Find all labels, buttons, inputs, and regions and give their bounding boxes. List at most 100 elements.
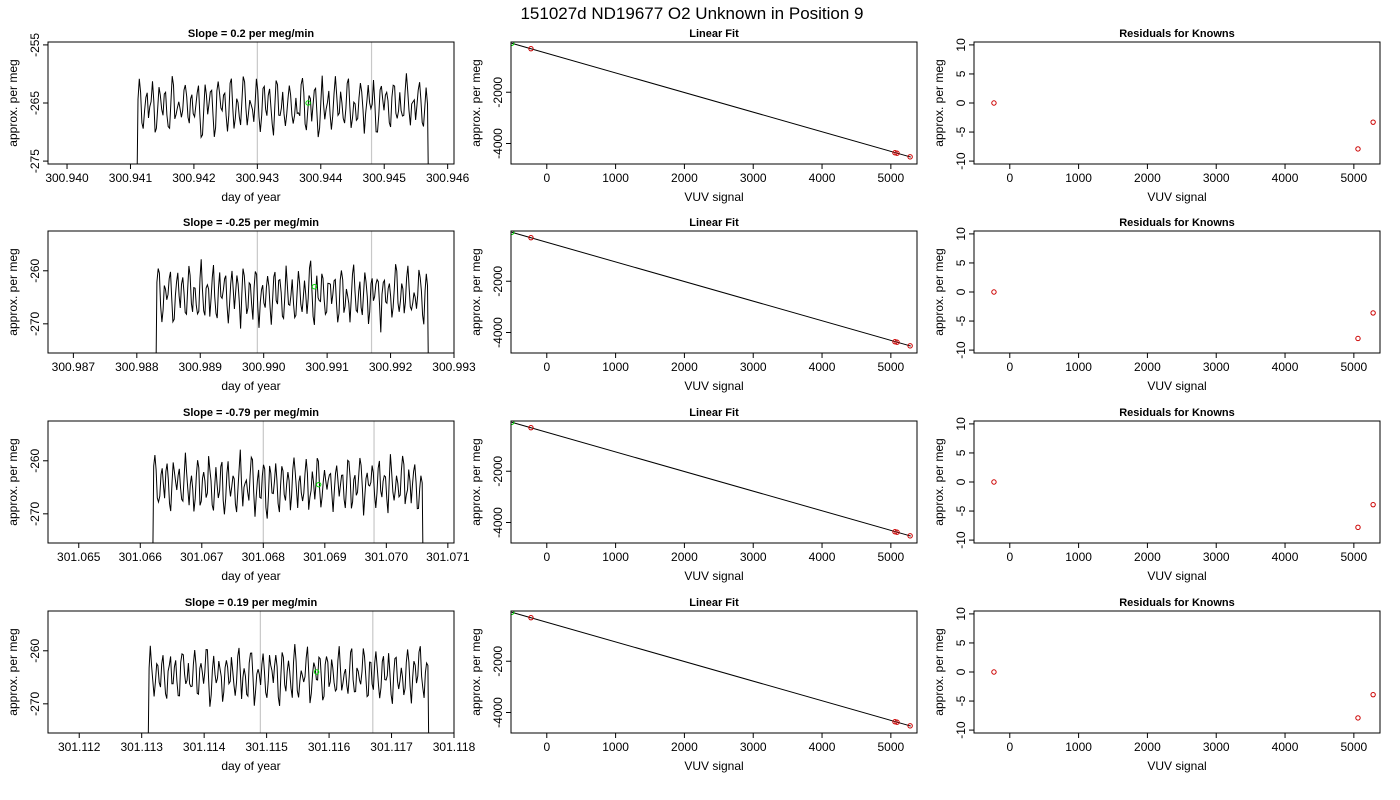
x-axis-label: VUV signal [1147, 759, 1206, 773]
y-tick-label: -2000 [491, 456, 505, 487]
y-axis-label: approx. per meg [932, 438, 946, 525]
y-tick-label: 0 [954, 668, 968, 675]
x-tick-label: 4000 [809, 171, 836, 185]
x-tick-label: 300.987 [52, 360, 96, 374]
x-tick-label: 4000 [809, 550, 836, 564]
x-tick-label: 300.946 [426, 171, 470, 185]
data-point [991, 100, 997, 106]
data-point [1370, 310, 1376, 316]
panel-3-1: 301.065 301.066 301.067 301.068 301.069 301.0… [6, 407, 470, 583]
highlight-point [315, 481, 322, 488]
x-tick-label: 2000 [671, 360, 698, 374]
data-point [894, 339, 900, 345]
fit-line [511, 421, 911, 537]
y-tick-label: 10 [954, 227, 968, 241]
x-tick-label: 5000 [1340, 171, 1367, 185]
plot-frame [973, 230, 1381, 354]
panel-4-1: 301.112 301.113 301.114 301.115 301.116 301.1… [6, 597, 476, 773]
data-point [1355, 715, 1361, 721]
x-tick-label: 301.071 [426, 550, 470, 564]
data-point [1370, 119, 1376, 125]
x-tick-label: 2000 [671, 740, 698, 754]
y-tick-label: -2000 [491, 77, 505, 108]
y-tick-label: -4000 [491, 697, 505, 728]
panel-title: Linear Fit [689, 597, 739, 609]
x-tick-label: 301.116 [308, 740, 351, 754]
x-tick-label: 0 [543, 360, 550, 374]
x-tick-label: 301.112 [58, 740, 101, 754]
x-tick-label: 1000 [1065, 550, 1092, 564]
panel-data [511, 421, 913, 539]
y-tick-label: 5 [954, 639, 968, 646]
data-point [907, 343, 913, 349]
x-tick-label: 301.117 [370, 740, 413, 754]
panel-title: Linear Fit [689, 28, 739, 40]
x-tick-label: 1000 [1065, 171, 1092, 185]
x-tick-label: 300.942 [172, 171, 216, 185]
y-axis-label: approx. per meg [469, 248, 483, 335]
y-tick-label: -260 [28, 258, 42, 282]
y-tick-label: -2000 [491, 266, 505, 297]
data-point [511, 611, 515, 615]
panel-data [511, 231, 913, 349]
x-tick-label: 300.989 [179, 360, 223, 374]
y-tick-label: 5 [954, 70, 968, 77]
y-axis-label: approx. per meg [6, 248, 20, 335]
panel-data [991, 479, 1376, 531]
x-axis-label: day of year [221, 759, 280, 773]
x-tick-label: 2000 [671, 171, 698, 185]
panel-data [152, 449, 424, 543]
panel-title: Slope = -0.79 per meg/min [183, 407, 319, 419]
plot-frame [510, 610, 918, 734]
plot-frame [510, 420, 918, 544]
highlight-point [305, 100, 311, 106]
x-axis-label: VUV signal [1147, 569, 1206, 583]
y-axis-label: approx. per meg [932, 59, 946, 146]
x-tick-label: 0 [1006, 171, 1013, 185]
y-axis-label: approx. per meg [469, 59, 483, 146]
x-tick-label: 3000 [740, 360, 767, 374]
panel-2-1: 300.987 300.988 300.989 300.990 300.991 300.9… [6, 217, 476, 393]
x-tick-label: 3000 [1203, 550, 1230, 564]
panel-data [991, 289, 1376, 342]
plot-frame [47, 230, 455, 354]
panel-title: Slope = 0.2 per meg/min [188, 28, 315, 40]
panel-data [136, 73, 429, 164]
x-tick-label: 0 [543, 740, 550, 754]
y-axis-label: approx. per meg [469, 438, 483, 525]
plot-frame [47, 610, 455, 734]
plot-frame [973, 610, 1381, 734]
x-tick-label: 0 [1006, 740, 1013, 754]
x-tick-label: 5000 [877, 360, 904, 374]
x-tick-label: 301.068 [242, 550, 286, 564]
x-tick-label: 3000 [1203, 171, 1230, 185]
x-tick-label: 3000 [740, 550, 767, 564]
x-tick-label: 301.065 [57, 550, 101, 564]
x-tick-label: 5000 [1340, 740, 1367, 754]
x-tick-label: 2000 [1134, 550, 1161, 564]
data-point [511, 421, 515, 425]
x-tick-label: 5000 [1340, 550, 1367, 564]
x-tick-label: 3000 [1203, 360, 1230, 374]
y-tick-label: -4000 [491, 507, 505, 538]
panel-2-2: 0 1000 2000 3000 4000 5000 -2000 -4000 Linear Fi… [469, 217, 918, 393]
y-tick-label: -270 [28, 311, 42, 335]
x-tick-label: 4000 [1272, 171, 1299, 185]
x-tick-label: 5000 [877, 550, 904, 564]
x-tick-label: 5000 [877, 171, 904, 185]
data-point [1355, 524, 1361, 531]
x-tick-label: 301.066 [119, 550, 163, 564]
x-axis-label: VUV signal [684, 759, 743, 773]
x-axis-label: VUV signal [1147, 379, 1206, 393]
data-point [528, 45, 534, 52]
x-tick-label: 4000 [1272, 360, 1299, 374]
y-tick-label: 10 [954, 417, 968, 431]
x-tick-label: 300.991 [305, 360, 349, 374]
data-trace [136, 73, 429, 164]
y-tick-label: -4000 [491, 128, 505, 159]
x-tick-label: 1000 [1065, 740, 1092, 754]
panel-title: Slope = -0.25 per meg/min [183, 217, 319, 229]
panel-3-3: 0 1000 2000 3000 4000 5000 -10 -5 0 5 10 Residuals … [932, 407, 1381, 583]
figure-title: 151027d ND19677 O2 Unknown in Position 9 [520, 4, 863, 23]
x-tick-label: 301.114 [183, 740, 226, 754]
